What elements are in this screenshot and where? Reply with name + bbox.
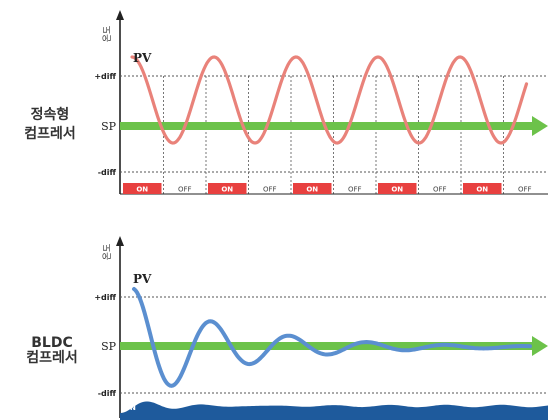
- fixed-speed-pv-label: PV: [133, 51, 152, 65]
- off-state-label: OFF: [178, 186, 192, 194]
- bldc-setpoint-arrowhead: [532, 336, 548, 356]
- fixed-speed-label-line2: 컴프레서: [24, 126, 76, 142]
- bldc-pv-label: PV: [133, 272, 152, 286]
- off-state-label: OFF: [433, 186, 447, 194]
- fixed-speed-lower-limit-label: -diff: [98, 168, 117, 177]
- fixed-speed-y-axis-title: 온도: [102, 26, 113, 43]
- on-state-label: ON: [391, 186, 403, 194]
- fixed-speed-cycle-markers: [163, 76, 504, 194]
- on-state-label: ON: [306, 186, 318, 194]
- on-state-label: ON: [136, 186, 148, 194]
- bldc-label-line2: 컴프레서: [26, 350, 78, 366]
- on-state-block: [123, 183, 162, 194]
- fixed-speed-y-axis-arrow: [116, 10, 124, 20]
- on-state-block: [378, 183, 417, 194]
- fixed-speed-panel: 정속형 컴프레서 온도 PV +diff SP -diff ON OFF ON OFF…: [24, 10, 548, 195]
- on-state-label: ON: [476, 186, 488, 194]
- bldc-setpoint-line: [120, 342, 534, 350]
- fixed-speed-label-line1: 정속형: [31, 106, 70, 123]
- bldc-lower-limit-label: -diff: [98, 389, 117, 398]
- fixed-speed-pv-curve: [130, 55, 529, 145]
- bldc-panel: BLDC 컴프레서 온도 PV +diff SP -diff ON: [26, 236, 548, 420]
- fixed-speed-setpoint-line: [120, 122, 534, 130]
- bldc-upper-limit-label: +diff: [94, 293, 116, 302]
- fixed-speed-state-strip: ON OFF ON OFF ON OFF ON OFF ON OFF: [123, 183, 532, 194]
- bldc-pv-curve: [132, 287, 532, 388]
- bldc-label-line1: BLDC: [31, 335, 73, 351]
- on-state-block: [293, 183, 332, 194]
- off-state-label: OFF: [518, 186, 532, 194]
- fixed-speed-upper-limit-label: +diff: [94, 72, 116, 81]
- fixed-speed-setpoint-arrowhead: [532, 116, 548, 136]
- bldc-on-label: ON: [124, 404, 136, 412]
- bldc-y-axis-title: 온도: [102, 244, 113, 261]
- on-state-block: [208, 183, 247, 194]
- off-state-label: OFF: [263, 186, 277, 194]
- on-state-label: ON: [221, 186, 233, 194]
- bldc-y-axis-arrow: [116, 236, 124, 246]
- off-state-label: OFF: [348, 186, 362, 194]
- fixed-speed-setpoint-label: SP: [101, 120, 117, 133]
- on-state-block: [463, 183, 502, 194]
- bldc-setpoint-label: SP: [101, 340, 117, 353]
- bldc-on-band: [120, 401, 548, 420]
